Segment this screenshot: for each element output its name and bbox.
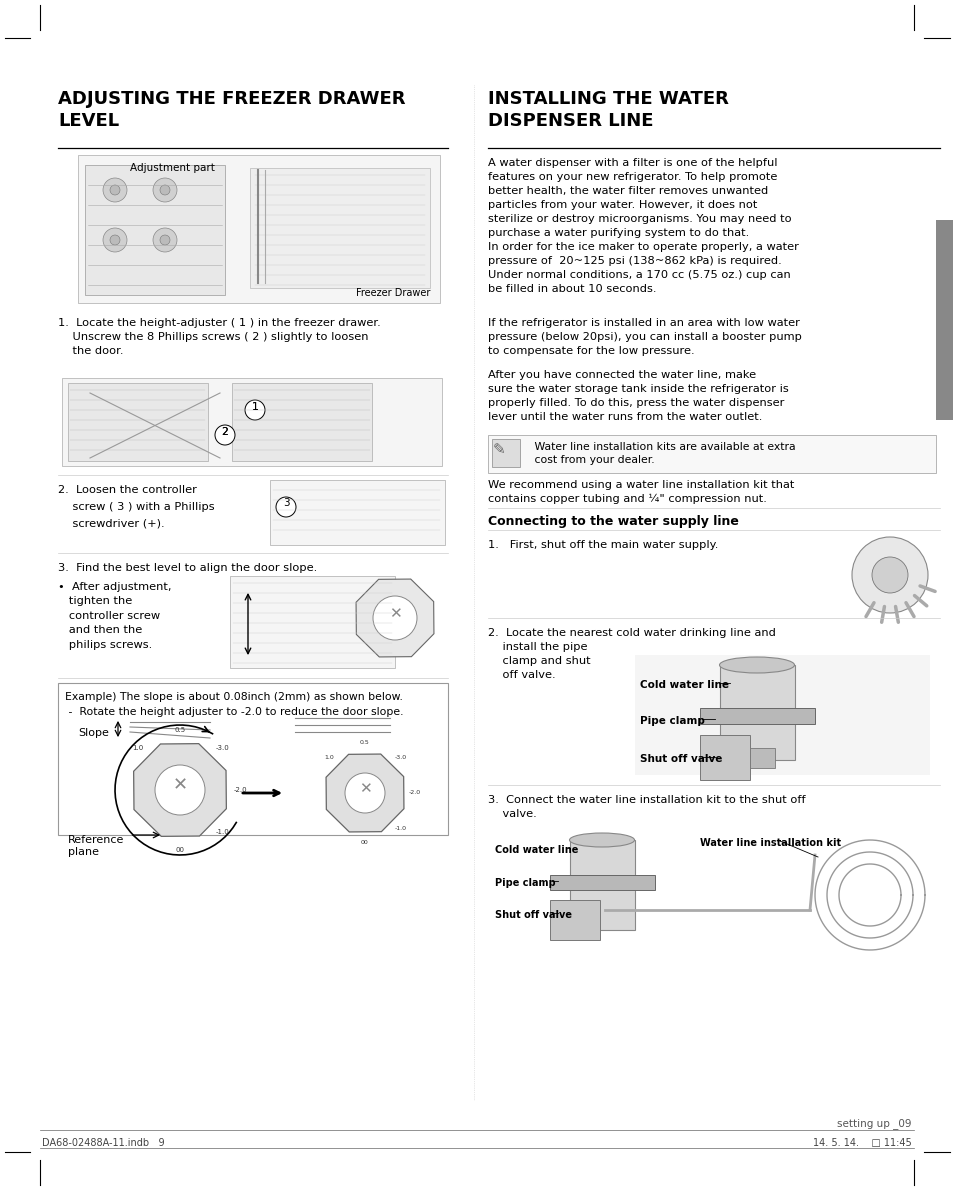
Text: screw ( 3 ) with a Phillips: screw ( 3 ) with a Phillips xyxy=(58,502,214,512)
Text: -3.0: -3.0 xyxy=(215,745,229,751)
Bar xyxy=(230,576,395,668)
Text: 1.0: 1.0 xyxy=(324,756,335,760)
Bar xyxy=(232,383,372,461)
Bar xyxy=(569,840,635,931)
Bar xyxy=(62,378,441,466)
Text: Freezer Drawer: Freezer Drawer xyxy=(355,288,430,298)
Circle shape xyxy=(373,596,416,640)
Text: 2: 2 xyxy=(221,427,228,437)
Bar xyxy=(78,155,439,303)
Bar xyxy=(68,383,208,461)
Text: Example) The slope is about 0.08inch (2mm) as shown below.: Example) The slope is about 0.08inch (2m… xyxy=(65,693,402,702)
Text: Reference
plane: Reference plane xyxy=(68,835,124,858)
Text: 0.5: 0.5 xyxy=(359,740,370,745)
Text: Adjustment part: Adjustment part xyxy=(130,163,214,173)
Circle shape xyxy=(160,234,170,245)
Text: 3: 3 xyxy=(282,497,289,508)
Bar xyxy=(270,480,444,545)
Circle shape xyxy=(345,774,385,813)
Text: Connecting to the water supply line: Connecting to the water supply line xyxy=(488,515,739,528)
Text: -1.0: -1.0 xyxy=(394,826,406,831)
Text: DA68-02488A-11.indb   9: DA68-02488A-11.indb 9 xyxy=(42,1138,165,1148)
Circle shape xyxy=(152,228,177,252)
Bar xyxy=(550,900,599,940)
Text: -  Rotate the height adjuster to -2.0 to reduce the door slope.: - Rotate the height adjuster to -2.0 to … xyxy=(65,707,403,718)
Bar xyxy=(635,654,929,775)
Text: ✕: ✕ xyxy=(358,782,371,796)
Polygon shape xyxy=(355,580,434,657)
Text: ✕: ✕ xyxy=(388,607,401,621)
Circle shape xyxy=(275,497,295,516)
Bar xyxy=(492,439,519,466)
Text: If the refrigerator is installed in an area with low water
pressure (below 20psi: If the refrigerator is installed in an a… xyxy=(488,318,801,356)
Bar xyxy=(250,168,430,288)
Text: -2.0: -2.0 xyxy=(409,790,420,795)
Text: Shut off valve: Shut off valve xyxy=(639,754,721,764)
Text: Pipe clamp: Pipe clamp xyxy=(639,716,704,726)
Text: 1.  Locate the height-adjuster ( 1 ) in the freezer drawer.
    Unscrew the 8 Ph: 1. Locate the height-adjuster ( 1 ) in t… xyxy=(58,318,380,356)
Bar xyxy=(935,220,953,420)
Text: -2.0: -2.0 xyxy=(233,787,247,793)
Text: -3.0: -3.0 xyxy=(394,756,406,760)
Circle shape xyxy=(160,184,170,195)
Text: 01 SETTING UP: 01 SETTING UP xyxy=(939,559,949,641)
Bar xyxy=(58,683,448,835)
Circle shape xyxy=(214,425,234,445)
Polygon shape xyxy=(133,744,226,837)
Text: Water line installation kits are available at extra
   cost from your dealer.: Water line installation kits are availab… xyxy=(523,441,795,465)
Text: 1.   First, shut off the main water supply.: 1. First, shut off the main water supply… xyxy=(488,540,718,550)
Text: 3.  Connect the water line installation kit to the shut off
    valve.: 3. Connect the water line installation k… xyxy=(488,795,804,819)
Circle shape xyxy=(871,557,907,593)
Circle shape xyxy=(103,178,127,202)
Text: 2.  Locate the nearest cold water drinking line and
    install the pipe
    cla: 2. Locate the nearest cold water drinkin… xyxy=(488,628,775,679)
Bar xyxy=(749,749,774,768)
Bar xyxy=(700,708,814,724)
Text: 2: 2 xyxy=(221,427,229,437)
Text: 00: 00 xyxy=(361,840,369,846)
Text: After you have connected the water line, make
sure the water storage tank inside: After you have connected the water line,… xyxy=(488,370,788,422)
Text: Slope: Slope xyxy=(78,728,109,738)
Text: 00: 00 xyxy=(175,847,184,853)
Text: We recommend using a water line installation kit that
contains copper tubing and: We recommend using a water line installa… xyxy=(488,480,794,505)
Text: -1.0: -1.0 xyxy=(215,829,229,835)
Text: setting up _09: setting up _09 xyxy=(837,1117,911,1129)
Text: 1: 1 xyxy=(252,402,258,412)
Text: ✕: ✕ xyxy=(172,776,188,794)
Bar xyxy=(85,165,225,295)
Text: screwdriver (+).: screwdriver (+). xyxy=(58,519,165,530)
Bar xyxy=(550,875,655,890)
Circle shape xyxy=(851,537,927,613)
Circle shape xyxy=(152,178,177,202)
Circle shape xyxy=(103,228,127,252)
Text: Shut off valve: Shut off valve xyxy=(495,910,572,920)
Text: 2.  Loosen the controller: 2. Loosen the controller xyxy=(58,486,196,495)
Ellipse shape xyxy=(569,833,634,847)
Text: Pipe clamp: Pipe clamp xyxy=(495,878,555,888)
Text: INSTALLING THE WATER
DISPENSER LINE: INSTALLING THE WATER DISPENSER LINE xyxy=(488,90,728,130)
Ellipse shape xyxy=(719,657,794,674)
Text: 3.  Find the best level to align the door slope.: 3. Find the best level to align the door… xyxy=(58,563,317,574)
Text: Water line installation kit: Water line installation kit xyxy=(700,838,841,848)
Text: •  After adjustment,
   tighten the
   controller screw
   and then the
   phili: • After adjustment, tighten the controll… xyxy=(58,582,172,650)
Bar xyxy=(488,436,935,472)
Text: 1: 1 xyxy=(252,402,258,412)
Polygon shape xyxy=(326,754,403,832)
Circle shape xyxy=(110,184,120,195)
Text: 1.0: 1.0 xyxy=(132,745,143,751)
Text: ADJUSTING THE FREEZER DRAWER
LEVEL: ADJUSTING THE FREEZER DRAWER LEVEL xyxy=(58,90,405,130)
Circle shape xyxy=(245,400,265,420)
Bar xyxy=(700,735,749,779)
Text: 0.5: 0.5 xyxy=(174,727,186,733)
Text: A water dispenser with a filter is one of the helpful
features on your new refri: A water dispenser with a filter is one o… xyxy=(488,158,798,294)
Text: Cold water line: Cold water line xyxy=(639,679,728,690)
Circle shape xyxy=(110,234,120,245)
Text: 14. 5. 14.    □ 11:45: 14. 5. 14. □ 11:45 xyxy=(812,1138,911,1148)
Text: ✎: ✎ xyxy=(493,441,505,457)
Bar xyxy=(720,665,794,760)
Circle shape xyxy=(154,765,205,815)
Text: Cold water line: Cold water line xyxy=(495,845,578,854)
